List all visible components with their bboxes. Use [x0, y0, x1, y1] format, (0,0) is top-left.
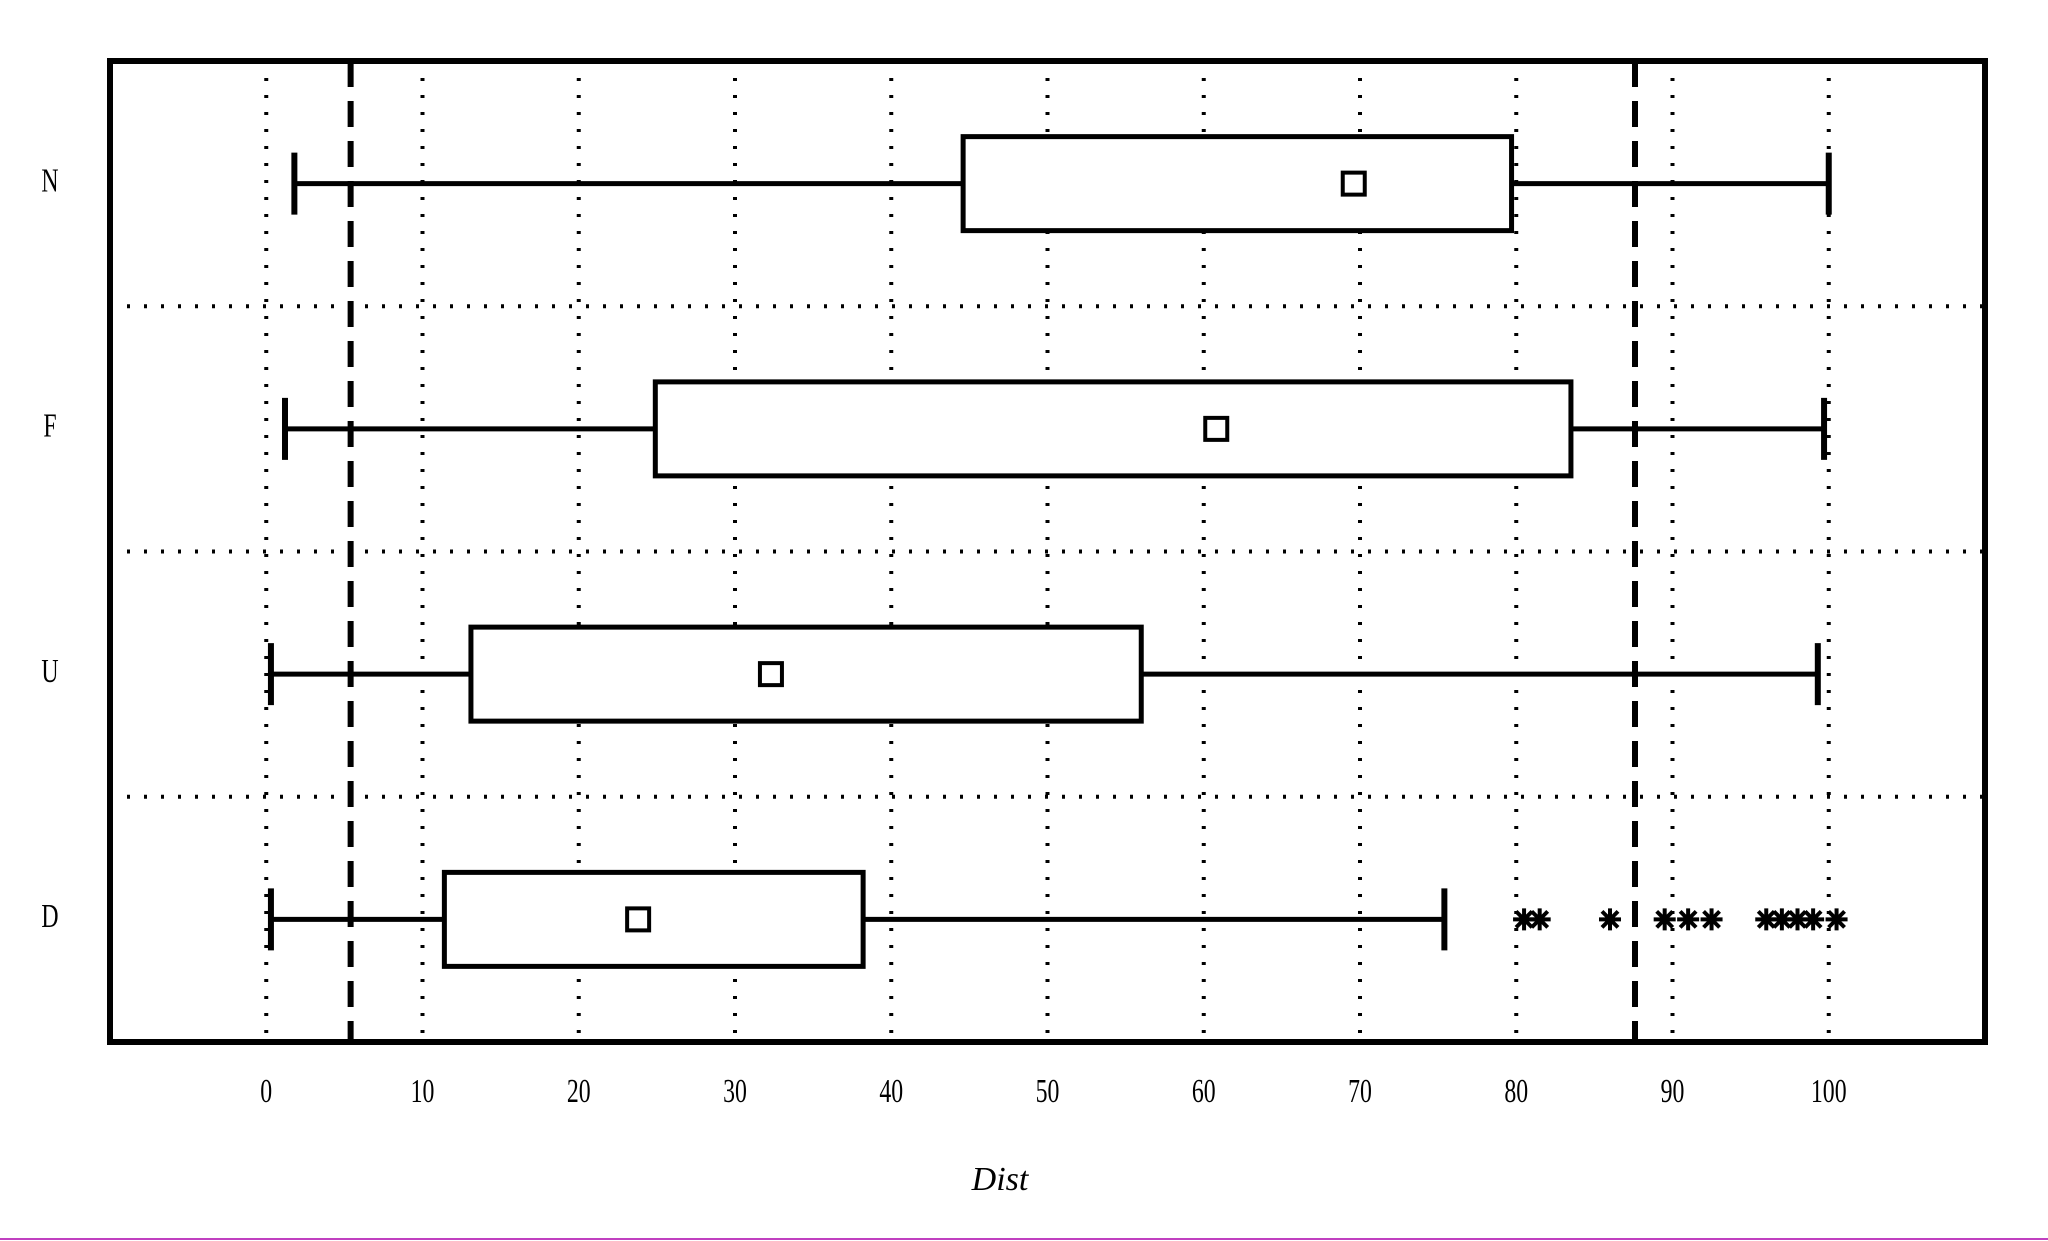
x-tick-label: 20	[567, 1073, 591, 1110]
x-tick-label: 70	[1348, 1073, 1372, 1110]
outlier	[1770, 908, 1793, 931]
outlier	[1802, 908, 1825, 931]
x-tick-label: 40	[879, 1073, 903, 1110]
outlier	[1825, 908, 1848, 931]
outlier	[1786, 908, 1809, 931]
outlier	[1599, 908, 1621, 931]
x-tick-label: 0	[260, 1073, 272, 1110]
box	[652, 379, 1574, 479]
x-tick-label: 30	[723, 1073, 747, 1110]
x-tick-label: 60	[1192, 1073, 1216, 1110]
x-axis-label: Dist	[971, 1161, 1030, 1198]
y-tick-label: D	[41, 898, 58, 935]
outlier	[1528, 908, 1551, 931]
mean-marker	[1203, 415, 1230, 442]
mean-marker	[625, 906, 652, 933]
x-tick-label: 50	[1036, 1073, 1060, 1110]
x-tick-label: 100	[1811, 1073, 1847, 1110]
outlier	[1700, 908, 1723, 931]
x-tick-label: 90	[1661, 1073, 1685, 1110]
x-tick-label: 80	[1504, 1073, 1528, 1110]
y-tick-label: U	[41, 653, 58, 690]
box	[960, 134, 1515, 234]
mean-marker	[757, 661, 784, 688]
plot-frame	[107, 58, 1988, 1045]
outlier	[1513, 908, 1536, 931]
outlier	[1653, 908, 1676, 931]
y-tick-label: F	[43, 408, 56, 445]
mean-marker	[1340, 170, 1367, 197]
outlier	[1755, 908, 1778, 931]
x-tick-label: 10	[411, 1073, 435, 1110]
outlier	[1677, 908, 1700, 931]
y-tick-label: N	[41, 162, 58, 199]
box	[468, 624, 1144, 724]
box	[441, 869, 866, 969]
